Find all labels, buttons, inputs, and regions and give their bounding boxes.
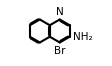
Text: NH₂: NH₂	[73, 32, 93, 42]
Text: Br: Br	[54, 46, 66, 56]
Text: N: N	[56, 7, 64, 17]
